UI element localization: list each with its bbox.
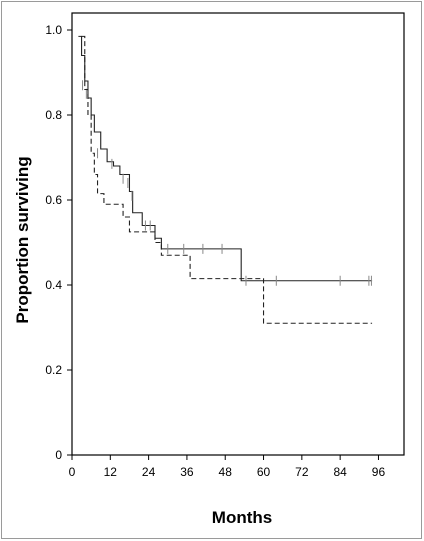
series-layer (78, 35, 373, 324)
y-tick-label: 0 (55, 448, 62, 462)
x-axis-title: Months (212, 508, 272, 527)
x-tick-label: 24 (142, 465, 156, 479)
series-line-solid (78, 35, 373, 282)
y-tick-label: 0.2 (45, 363, 62, 377)
x-tick-label: 84 (333, 465, 347, 479)
y-tick-label: 1.0 (45, 23, 62, 37)
x-tick-label: 12 (104, 465, 118, 479)
x-tick-label: 48 (219, 465, 233, 479)
y-tick-label: 0.8 (45, 108, 62, 122)
x-tick-label: 72 (295, 465, 309, 479)
plot-area-border (71, 12, 405, 456)
y-axis: 0 0.2 0.4 0.6 0.8 1.0 (45, 23, 72, 462)
x-tick-label: 96 (372, 465, 386, 479)
x-tick-label: 0 (69, 465, 76, 479)
y-tick-label: 0.6 (45, 193, 62, 207)
x-tick-label: 36 (180, 465, 194, 479)
series-line-dashed (81, 35, 373, 324)
x-tick-label: 60 (257, 465, 271, 479)
y-tick-label: 0.4 (45, 278, 62, 292)
y-axis-title: Proportion surviving (13, 156, 32, 323)
x-axis: 0 12 24 36 48 60 72 84 96 (69, 455, 386, 479)
